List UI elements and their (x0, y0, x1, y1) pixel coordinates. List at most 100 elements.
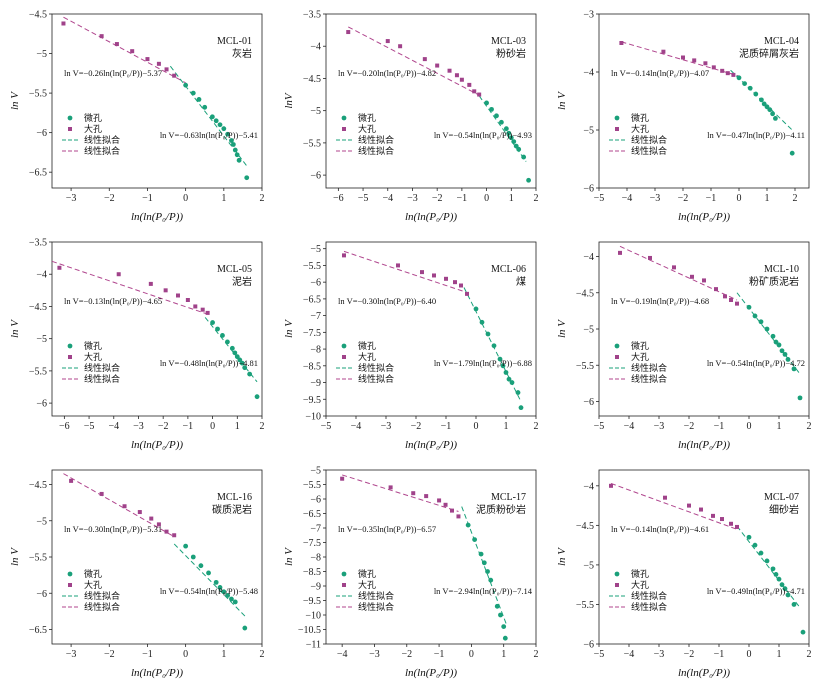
x-tick-label: −1 (142, 649, 153, 660)
x-tick-label: 2 (534, 649, 539, 660)
y-tick-label: −6.5 (303, 294, 321, 305)
sample-name: MCL-16 (217, 492, 252, 503)
x-tick-label: 2 (793, 193, 798, 204)
fit-line-macro (342, 474, 459, 512)
legend-macro-marker (342, 583, 346, 587)
legend-fit-macro-label: 线性拟合 (358, 601, 394, 612)
legend-fit-macro-label: 线性拟合 (631, 145, 667, 156)
micropore-point (217, 122, 223, 128)
legend-micro-marker (341, 343, 347, 349)
macropore-point (424, 494, 429, 499)
legend-micro-marker (67, 343, 73, 349)
legend-fit-macro-label: 线性拟合 (631, 373, 667, 384)
micropore-point (489, 106, 494, 112)
y-tick-label: −10.5 (298, 625, 321, 636)
equation-micro: ln V=−0.54ln(ln(P₀/P))−4.93 (434, 130, 532, 140)
x-tick-label: −1 (714, 421, 725, 432)
micropore-point (497, 356, 503, 362)
macropore-point (432, 273, 436, 278)
micropore-point (779, 582, 785, 588)
macropore-point (145, 57, 150, 62)
y-tick-label: −6.5 (303, 509, 321, 520)
y-tick-label: −8 (310, 553, 321, 564)
equation-micro: ln V=−1.79ln(ln(P₀/P))−6.88 (434, 358, 532, 368)
macropore-point (472, 89, 477, 94)
micropore-point (747, 85, 753, 91)
y-tick-label: −5 (36, 516, 47, 527)
equation-micro: ln V=−0.47ln(ln(P₀/P))−4.11 (707, 130, 805, 140)
legend-micro-label: 微孔 (358, 568, 376, 579)
macropore-point (156, 522, 161, 527)
macropore-point (185, 298, 190, 302)
legend-micro-label: 微孔 (84, 568, 102, 579)
legend-macro-label: 大孔 (631, 123, 649, 134)
x-tick-label: −2 (432, 193, 443, 204)
chart-svg: −6 −5 −4 −3 −2 −1 0 1 2 −6 −5.5 −5 −4.5 −4 −3.5 ln(ln(P… (9, 238, 265, 452)
x-tick-label: −1 (714, 649, 725, 660)
macropore-point (729, 298, 733, 302)
x-axis-title: ln(ln(P₀/P)) (678, 439, 730, 451)
chart-panel-mcl-07: −5 −4 −3 −2 −1 0 1 2 −6 −5.5 −5 −4.5 −4 ln(ln(P₀/P)) l… (555, 462, 817, 684)
micropore-point (506, 376, 512, 382)
micropore-point (221, 126, 227, 132)
x-tick-label: 1 (777, 421, 782, 432)
micropore-point (791, 366, 797, 372)
chart-panel-mcl-10: −5 −4 −3 −2 −1 0 1 2 −6 −5.5 −5 −4.5 −4 ln(ln(P₀/P)) l… (555, 234, 817, 456)
x-tick-label: −4 (624, 421, 635, 432)
micropore-point (773, 339, 779, 345)
fit-line-micro (736, 525, 801, 608)
macropore-point (342, 253, 346, 258)
legend-micro-label: 微孔 (631, 112, 649, 123)
macropore-point (137, 510, 142, 515)
macropore-point (702, 278, 706, 283)
x-tick-label: −1 (183, 421, 194, 432)
x-tick-label: 1 (765, 193, 770, 204)
macropore-point (396, 263, 400, 268)
y-tick-label: −5.5 (303, 261, 321, 272)
micropore-point (210, 320, 215, 325)
legend-macro-marker (68, 355, 72, 359)
x-tick-label: 0 (747, 649, 752, 660)
sample-name: MCL-04 (764, 36, 799, 47)
micropore-point (229, 345, 235, 351)
y-tick-label: −4 (583, 481, 594, 492)
y-tick-label: −4 (36, 270, 47, 281)
macropore-point (459, 283, 463, 288)
micropore-point (506, 130, 512, 136)
y-tick-label: −11 (306, 640, 321, 651)
macropore-point (714, 287, 718, 292)
equation-macro: ln V=−0.26ln(ln(P₀/P))−5.37 (64, 68, 162, 78)
legend-fit-micro-label: 线性拟合 (358, 590, 394, 601)
sample-name: MCL-01 (217, 36, 252, 47)
legend-fit-macro-label: 线性拟合 (358, 373, 394, 384)
legend-micro-marker (67, 571, 73, 577)
legend-macro-marker (615, 583, 619, 587)
micropore-point (242, 365, 248, 371)
macropore-point (148, 281, 153, 286)
y-axis-title: ln V (556, 91, 568, 110)
micropore-point (499, 119, 504, 125)
legend-fit-macro-label: 线性拟合 (84, 145, 120, 156)
micropore-point (221, 589, 227, 595)
plot-frame (325, 13, 537, 189)
macropore-point (437, 498, 442, 503)
lithology-label: 碳质泥岩 (212, 503, 252, 516)
y-axis-title: lnV (283, 92, 295, 109)
x-tick-label: 0 (474, 421, 479, 432)
macropore-point (385, 39, 390, 44)
micropore-point (217, 585, 223, 590)
macropore-point (619, 41, 624, 45)
y-tick-label: −6.5 (29, 168, 47, 179)
equation-micro: ln V=−2.94ln(ln(P₀/P))−7.14 (434, 586, 533, 596)
x-tick-label: −5 (594, 649, 605, 660)
x-axis-title: ln(ln(P₀/P)) (131, 439, 183, 451)
x-tick-label: −6 (59, 421, 70, 432)
legend-micro-label: 微孔 (631, 340, 649, 351)
macropore-point (454, 73, 459, 78)
y-tick-label: −5.5 (576, 361, 594, 372)
micropore-point (190, 90, 196, 96)
legend-macro-marker (68, 583, 72, 587)
plot-frame (598, 13, 810, 189)
x-axis-title: ln(ln(P₀/P)) (131, 667, 183, 679)
macropore-point (731, 72, 736, 77)
